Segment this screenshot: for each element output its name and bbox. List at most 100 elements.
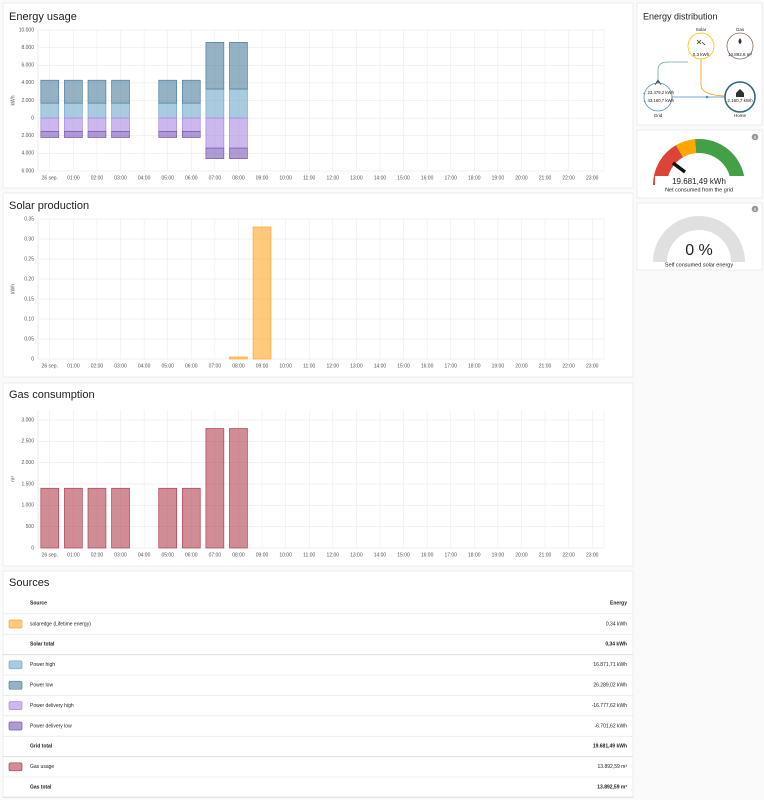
x-tick-label: 01:00 [67, 363, 80, 369]
x-tick-label: 26 sep. [42, 552, 58, 558]
x-tick-label: 07:00 [209, 175, 222, 181]
node-solar [687, 32, 715, 60]
bar [111, 130, 130, 138]
bar [158, 102, 178, 119]
source-energy: 13.892,59 m³ [597, 785, 627, 791]
y-tick-label: 1.000 [21, 503, 34, 509]
bar [40, 130, 60, 138]
source-energy: 0,34 kWh [605, 642, 627, 648]
x-tick-label: 22:00 [562, 175, 575, 181]
node-label: Home [734, 113, 747, 118]
x-tick-label: 17:00 [444, 175, 457, 181]
gas-icon [738, 38, 742, 44]
x-tick-label: 15:00 [397, 175, 410, 181]
bar [229, 428, 248, 549]
source-energy: 19.681,49 kWh [593, 744, 627, 750]
x-tick-label: 08:00 [232, 552, 245, 558]
x-tick-label: 23:00 [586, 363, 599, 369]
color-swatch [8, 680, 23, 690]
x-tick-label: 21:00 [539, 363, 552, 369]
x-tick-label: 05:00 [161, 175, 174, 181]
x-tick-label: 04:00 [138, 552, 151, 558]
x-tick-label: 06:00 [185, 175, 198, 181]
card-title: Gas consumption [9, 389, 95, 401]
bar [181, 487, 201, 549]
bar [229, 356, 248, 360]
card-title: Sources [9, 577, 50, 589]
y-tick-label: 0.10 [24, 316, 34, 322]
bar [205, 428, 225, 549]
x-tick-label: 12:00 [327, 552, 340, 558]
gauge-track [653, 216, 745, 263]
bar [158, 79, 178, 104]
bar [205, 147, 225, 160]
bar [158, 130, 178, 138]
x-tick-label: 02:00 [91, 363, 104, 369]
y-tick-label: 0.25 [24, 256, 34, 262]
x-tick-label: 14:00 [374, 552, 387, 558]
node-value: 2.160,7 kWh [727, 98, 753, 103]
source-name: Power delivery high [30, 703, 74, 709]
card-title: Energy usage [9, 11, 77, 23]
x-tick-label: 10:00 [279, 363, 292, 369]
bar [111, 117, 130, 132]
x-tick-label: 21:00 [539, 175, 552, 181]
y-tick-label: 1.500 [21, 481, 34, 487]
bar [181, 102, 201, 119]
y-tick-label: 0.30 [24, 236, 34, 242]
x-tick-label: 08:00 [232, 363, 245, 369]
bar [87, 79, 107, 104]
y-tick-label: 4.000 [21, 151, 34, 157]
x-tick-label: 14:00 [374, 175, 387, 181]
source-energy: 16.871,71 kWh [593, 662, 627, 668]
x-tick-label: 07:00 [209, 363, 222, 369]
bar [40, 487, 60, 549]
node-label: Gas [736, 27, 745, 32]
x-tick-label: 19:00 [492, 175, 505, 181]
x-tick-label: 01:00 [67, 175, 80, 181]
source-name: Power low [30, 683, 53, 689]
y-tick-label: 3.000 [21, 417, 34, 423]
gauge-needle [671, 161, 687, 174]
x-tick-label: 09:00 [256, 175, 269, 181]
x-tick-label: 05:00 [161, 552, 174, 558]
x-tick-label: 11:00 [303, 552, 315, 558]
bar [229, 117, 248, 149]
home-icon [736, 89, 744, 97]
x-tick-label: 04:00 [138, 363, 151, 369]
card [2, 382, 634, 567]
y-tick-label: 4.000 [21, 80, 34, 86]
source-name: Solar total [30, 642, 55, 648]
y-tick-label: 0 [31, 545, 34, 551]
source-name: Power delivery low [30, 723, 72, 729]
bar [158, 487, 178, 549]
x-tick-label: 20:00 [515, 363, 528, 369]
y-axis-label: m³ [10, 476, 16, 482]
bar [40, 117, 60, 132]
card-title: Energy distribution [643, 11, 718, 21]
gauge-label: Self consumed solar energy [665, 262, 733, 268]
bar [111, 102, 130, 119]
x-tick-label: 23:00 [586, 552, 599, 558]
flow-dot [705, 95, 709, 99]
source-energy: 0,34 kWh [606, 621, 627, 627]
color-swatch [8, 660, 23, 670]
x-tick-label: 18:00 [468, 363, 481, 369]
x-tick-label: 10:00 [279, 552, 292, 558]
x-tick-label: 12:00 [327, 363, 340, 369]
y-tick-label: 2.000 [21, 460, 34, 466]
x-tick-label: 11:00 [303, 175, 315, 181]
solar-icon [696, 39, 706, 46]
source-name: Gas total [30, 785, 52, 791]
bar [229, 41, 248, 90]
y-tick-label: 0 [31, 356, 34, 362]
x-tick-label: 13:00 [350, 175, 363, 181]
grid-icon [654, 79, 662, 86]
x-tick-label: 19:00 [492, 363, 505, 369]
card [2, 570, 634, 798]
x-tick-label: 14:00 [374, 363, 387, 369]
x-tick-label: 07:00 [209, 552, 222, 558]
source-energy: 13.892,59 m³ [598, 764, 628, 770]
source-energy: -6.701,62 kWh [594, 723, 627, 729]
